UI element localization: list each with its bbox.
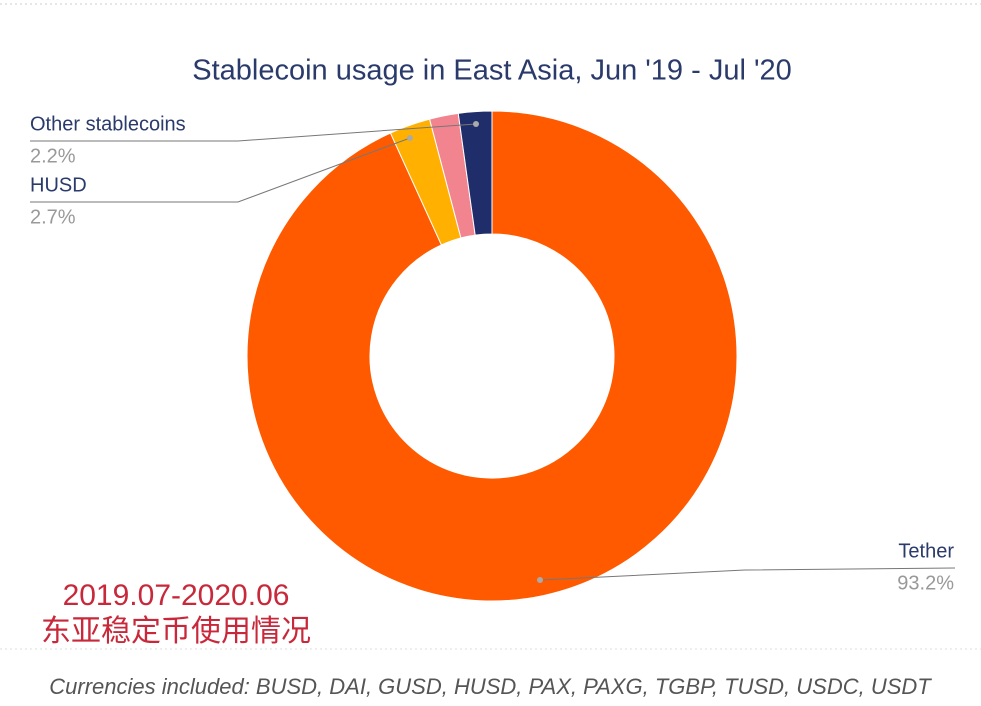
leader-dot bbox=[473, 121, 479, 127]
leader-dot bbox=[407, 135, 413, 141]
chart-title: Stablecoin usage in East Asia, Jun '19 -… bbox=[192, 55, 792, 87]
annotation: 2019.07-2020.06 bbox=[63, 579, 290, 612]
slice-label: Tether bbox=[898, 540, 954, 562]
leader-line bbox=[539, 567, 956, 581]
slice-value-label: 2.2% bbox=[30, 145, 76, 167]
footnote: Currencies included: BUSD, DAI, GUSD, HU… bbox=[49, 674, 932, 699]
slice-value-label: 93.2% bbox=[897, 572, 954, 594]
slice-value-label: 2.7% bbox=[30, 206, 76, 228]
leader-dot bbox=[537, 577, 543, 583]
donut-slice bbox=[246, 110, 738, 602]
leader-line bbox=[30, 137, 411, 203]
slice-label: Other stablecoins bbox=[30, 113, 186, 135]
donut-slice bbox=[457, 110, 493, 236]
annotation: 东亚稳定币使用情况 bbox=[41, 615, 311, 648]
slice-label: HUSD bbox=[30, 174, 87, 196]
leader-line bbox=[30, 123, 477, 142]
